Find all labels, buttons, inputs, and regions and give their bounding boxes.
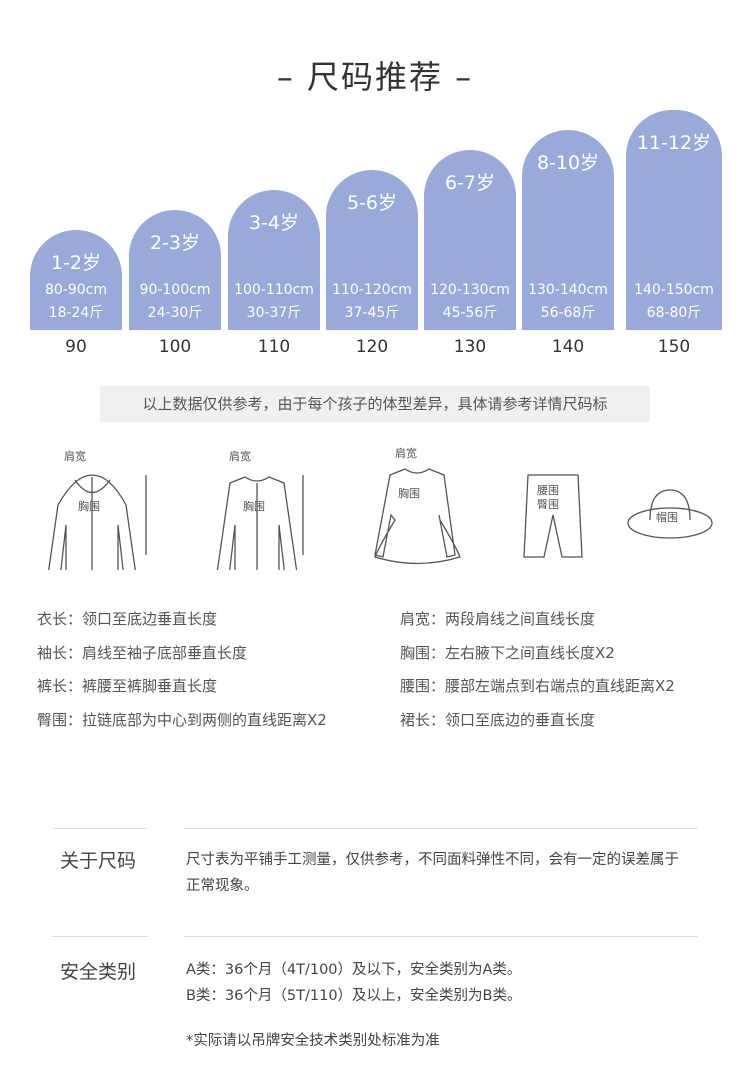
svg-text:腰围: 腰围: [537, 484, 559, 497]
size-label: 150: [657, 337, 691, 357]
safety-line-b: B类：36个月（5T/110）及以上，安全类别为B类。: [186, 988, 522, 1004]
page-title: – 尺码推荐 –: [276, 58, 474, 96]
height-range: 120-130cm: [430, 282, 510, 298]
divider: [184, 828, 698, 829]
measurement-definition: 袖长：肩线至袖子底部垂直长度: [37, 643, 248, 662]
size-label: 130: [453, 337, 487, 357]
safety-line-a: A类：36个月（4T/100）及以下，安全类别为A类。: [186, 962, 522, 978]
height-range: 110-120cm: [332, 282, 412, 298]
hat-diagram: 帽围: [627, 489, 713, 539]
height-range: 140-150cm: [634, 282, 714, 298]
size-label: 140: [551, 337, 585, 357]
disclaimer-note: 以上数据仅供参考，由于每个孩子的体型差异，具体请参考详情尺码标: [100, 386, 650, 422]
svg-text:肩宽: 肩宽: [64, 449, 86, 463]
size-label: 120: [355, 337, 389, 357]
age-range: 6-7岁: [444, 172, 496, 194]
weight-range: 18-24斤: [48, 305, 104, 321]
age-range: 1-2岁: [50, 252, 102, 274]
age-range: 2-3岁: [149, 232, 201, 254]
garment-diagrams: 肩宽 胸围 肩宽 胸围 肩宽 胸围 腰围 臀围 帽围: [48, 446, 713, 570]
svg-text:胸围: 胸围: [78, 499, 100, 513]
divider: [52, 828, 148, 829]
measurement-definition: 裤长：裤腰至裤脚垂直长度: [37, 677, 218, 695]
measurement-definition: 衣长：领口至底边垂直长度: [37, 610, 218, 628]
measurement-definition: 臀围：拉链底部为中心到两侧的直线距离X2: [37, 710, 327, 729]
weight-range: 30-37斤: [246, 305, 302, 321]
measurement-definition: 胸围：左右腋下之间直线长度X2: [400, 643, 615, 662]
size-arch: 6-7岁 120-130cm 45-56斤: [424, 150, 516, 330]
svg-text:肩宽: 肩宽: [229, 449, 251, 463]
about-size-label: 关于尺码: [60, 850, 137, 872]
svg-text:胸围: 胸围: [243, 499, 265, 513]
size-arch: 11-12岁 140-150cm 68-80斤: [626, 110, 722, 330]
age-range: 5-6岁: [346, 192, 398, 214]
measurement-definition: 肩宽：两段肩线之间直线长度: [400, 610, 596, 628]
hoodie-diagram: 肩宽 胸围: [48, 449, 147, 570]
size-arch: 8-10岁 130-140cm 56-68斤: [522, 130, 614, 330]
weight-range: 24-30斤: [147, 305, 203, 321]
safety-label: 安全类别: [60, 961, 137, 983]
height-range: 80-90cm: [44, 282, 107, 298]
size-arch: 1-2岁 80-90cm 18-24斤: [30, 230, 122, 330]
size-arch: 5-6岁 110-120cm 37-45斤: [326, 170, 418, 330]
weight-range: 45-56斤: [442, 305, 498, 321]
weight-range: 56-68斤: [540, 305, 596, 321]
weight-range: 68-80斤: [646, 305, 702, 321]
age-range: 8-10岁: [536, 152, 600, 174]
svg-text:帽围: 帽围: [656, 511, 678, 524]
safety-footnote: *实际请以吊牌安全技术类别处标准为准: [186, 1033, 440, 1049]
jacket-diagram: 肩宽 胸围: [216, 449, 304, 570]
weight-range: 37-45斤: [344, 305, 400, 321]
size-arch: 2-3岁 90-100cm 24-30斤: [129, 210, 221, 330]
size-label: 110: [257, 337, 291, 357]
age-range: 11-12岁: [636, 132, 712, 154]
pants-diagram: 腰围 臀围: [523, 474, 583, 558]
height-range: 100-110cm: [234, 282, 314, 298]
height-range: 90-100cm: [139, 282, 211, 298]
age-range: 3-4岁: [248, 212, 300, 234]
measurement-definition: 裙长：领口至底边的垂直长度: [400, 710, 596, 729]
size-label: 90: [65, 337, 87, 357]
measurement-definition: 腰围：腰部左端点到右端点的直线距离X2: [400, 677, 675, 695]
divider: [184, 936, 698, 937]
svg-text:臀围: 臀围: [537, 498, 559, 511]
height-range: 130-140cm: [528, 282, 608, 298]
size-label: 100: [158, 337, 192, 357]
dress-diagram: 肩宽 胸围: [374, 446, 461, 565]
about-size-text: 尺寸表为平铺手工测量，仅供参考，不同面料弹性不同，会有一定的误差属于正常现象。: [186, 852, 679, 894]
divider: [52, 936, 148, 937]
size-arch: 3-4岁 100-110cm 30-37斤: [228, 190, 320, 330]
svg-text:肩宽: 肩宽: [395, 446, 417, 460]
svg-text:胸围: 胸围: [398, 486, 420, 500]
